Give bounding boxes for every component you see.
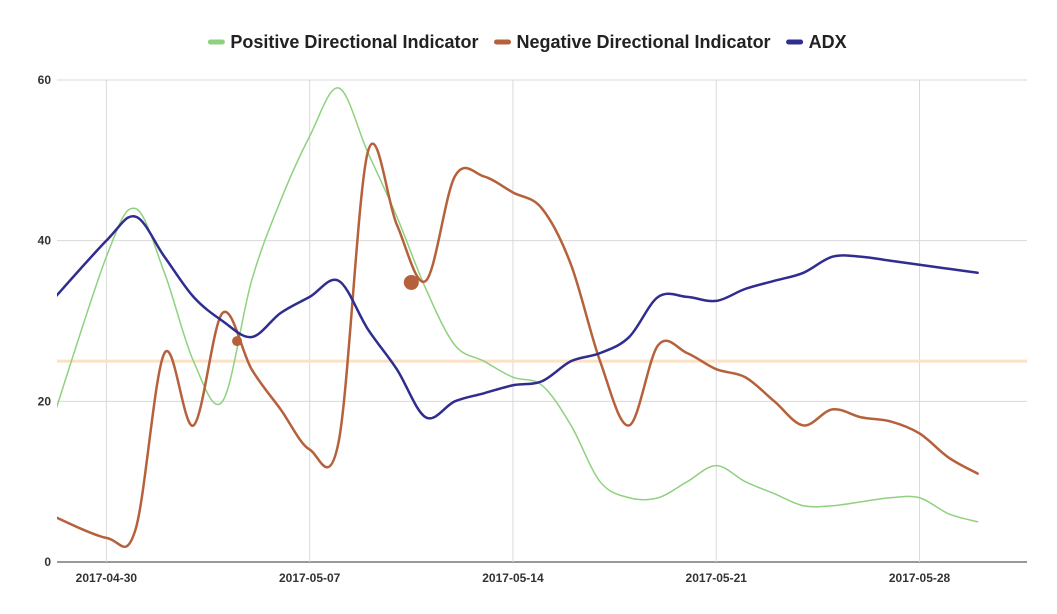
x-tick-label: 2017-05-14 — [482, 571, 544, 585]
x-axis: 2017-04-30 2017-05-07 2017-05-14 2017-05-21… — [76, 571, 951, 585]
y-tick-label: 20 — [38, 394, 52, 408]
series-line-positive-directional-indicator — [57, 87, 979, 523]
y-tick-label: 60 — [38, 73, 52, 87]
legend-item-positive-directional-indicator[interactable]: Positive Directional Indicator — [207, 32, 478, 52]
y-axis: 0 20 40 60 — [38, 73, 52, 569]
legend-item-adx[interactable]: ADX — [786, 32, 847, 52]
data-point-marker — [403, 274, 419, 290]
data-point-marker — [232, 336, 243, 347]
legend-item-negative-directional-indicator[interactable]: Negative Directional Indicator — [494, 32, 771, 52]
series-line-negative-directional-indicator — [57, 142, 979, 548]
series-group — [57, 87, 979, 548]
y-tick-label: 40 — [38, 234, 52, 248]
x-tick-label: 2017-05-21 — [686, 571, 748, 585]
series-line-adx — [57, 214, 979, 420]
legend-label: ADX — [809, 32, 847, 52]
legend-label: Positive Directional Indicator — [230, 32, 478, 52]
legend: Positive Directional Indicator Negative D… — [207, 32, 847, 52]
x-tick-label: 2017-05-07 — [279, 571, 341, 585]
x-tick-label: 2017-05-28 — [889, 571, 951, 585]
legend-label: Negative Directional Indicator — [517, 32, 771, 52]
marker-group — [232, 274, 419, 347]
x-tick-label: 2017-04-30 — [76, 571, 138, 585]
grid-lines — [57, 79, 1027, 563]
y-tick-label: 0 — [44, 555, 51, 569]
